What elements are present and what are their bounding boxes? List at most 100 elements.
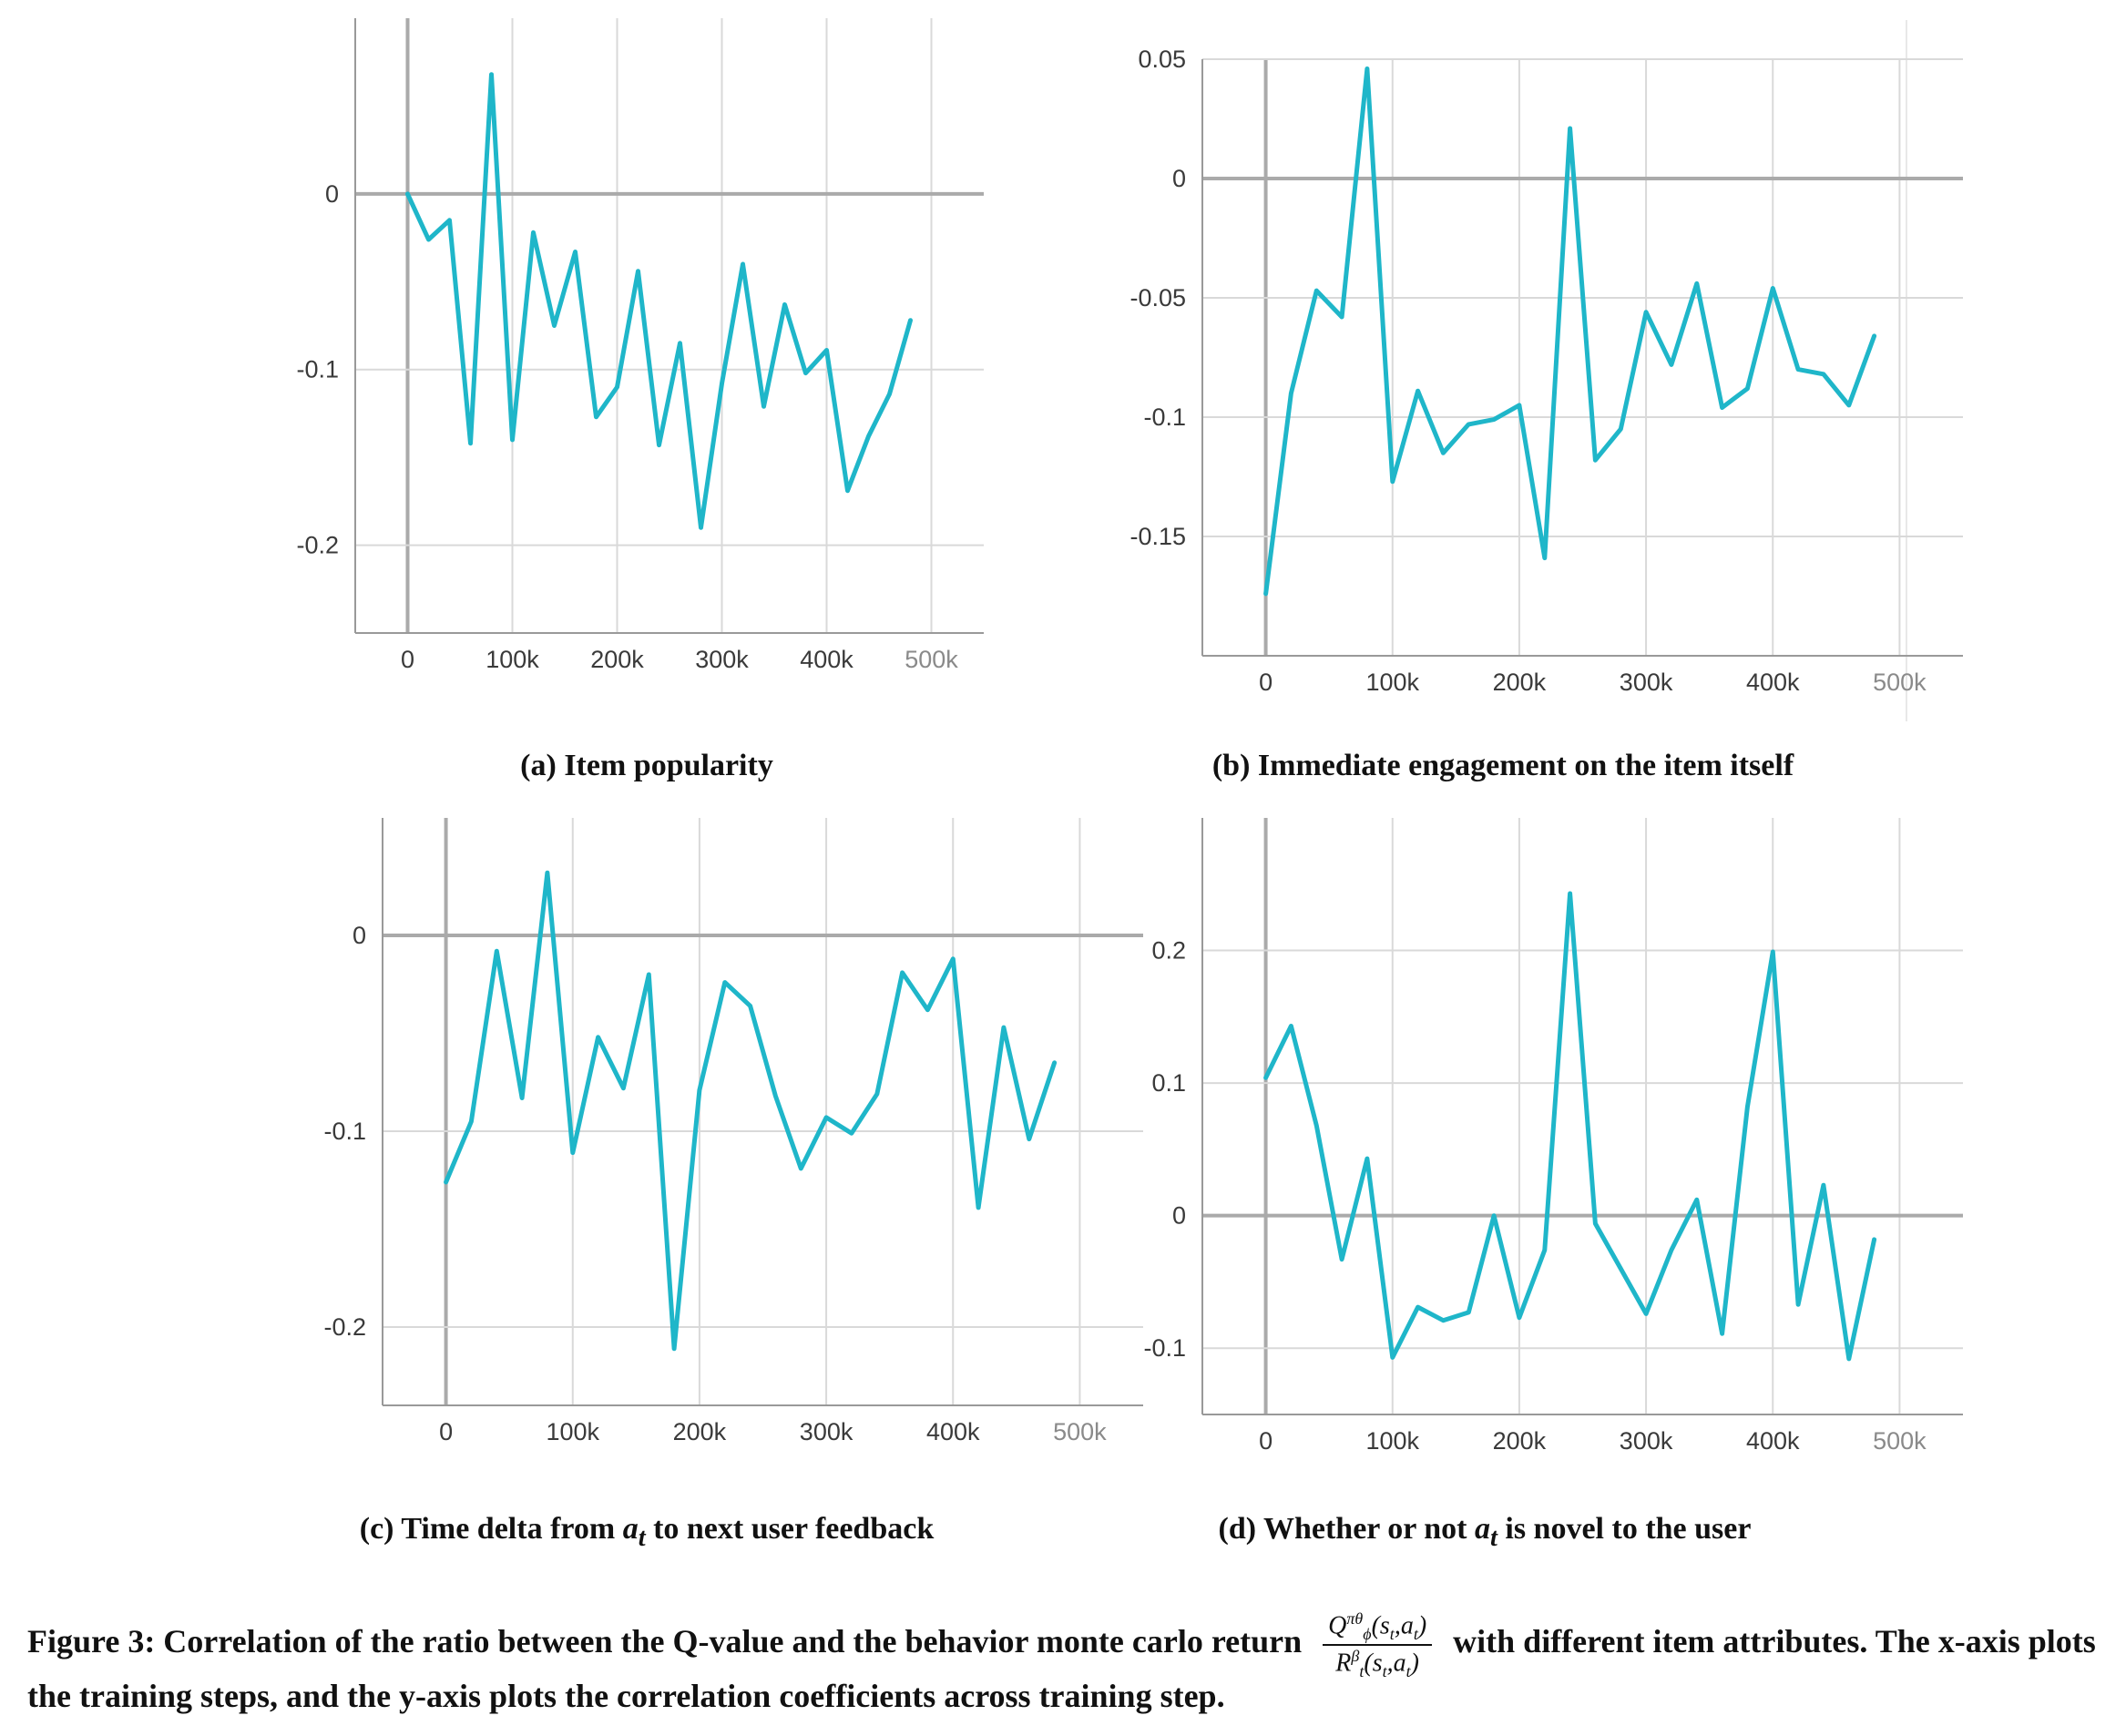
data-point — [825, 349, 828, 352]
series-line — [405, 72, 913, 530]
x-tick-label: 300k — [1620, 1427, 1673, 1455]
chart-panel-b: 0 100k 200k 300k 400k 500k 0.05 0 -0.05 -0.1 -0.15 — [1102, 36, 1963, 696]
caption-c-sub: t — [638, 1523, 646, 1552]
data-point — [546, 871, 549, 874]
data-point — [1518, 1316, 1521, 1320]
y-tick-label: 0.1 — [1151, 1069, 1186, 1097]
data-point — [925, 1008, 929, 1012]
data-point — [846, 489, 849, 493]
y-tick-label: 0 — [1172, 1202, 1186, 1230]
data-point — [658, 444, 660, 447]
data-point — [532, 230, 535, 234]
x-tick-label: 100k — [1365, 669, 1419, 696]
chart-a-svg: 0 100k 200k 300k 400k 500k 0 -0.1 -0.2 — [296, 18, 984, 673]
x-tick-label: 500k — [1053, 1418, 1107, 1445]
data-point — [1569, 892, 1572, 895]
data-point — [445, 1180, 448, 1184]
series-line — [1263, 891, 1877, 1362]
data-point — [511, 438, 514, 442]
data-point — [1314, 1124, 1318, 1128]
data-point — [700, 526, 702, 529]
data-point — [637, 270, 639, 273]
data-point — [1391, 480, 1395, 484]
data-point — [1340, 1258, 1344, 1261]
caption-d-sub: t — [1489, 1523, 1497, 1552]
caption-b: (b) Immediate engagement on the item its… — [1211, 749, 1794, 782]
data-point — [1314, 289, 1318, 292]
data-point — [799, 1167, 802, 1170]
caption-d-var: a — [1474, 1512, 1490, 1546]
data-point — [1002, 1026, 1006, 1029]
y-tick-label: -0.05 — [1129, 284, 1186, 311]
data-point — [1721, 406, 1724, 410]
data-point — [1264, 592, 1268, 596]
x-tick-label: 100k — [1365, 1427, 1419, 1455]
data-point — [1467, 423, 1470, 426]
data-point — [553, 324, 556, 327]
series-line — [444, 870, 1058, 1352]
x-tick-label: 300k — [695, 646, 749, 673]
data-point — [824, 1116, 828, 1119]
fraction-denominator: Rβt(st,at) — [1335, 1646, 1419, 1680]
y-tick-label: -0.15 — [1129, 523, 1186, 550]
y-tick-label: 0 — [1172, 165, 1186, 192]
data-point — [1543, 557, 1547, 560]
data-point — [762, 404, 765, 408]
x-tick-label: 500k — [905, 646, 958, 673]
data-point — [1619, 1267, 1622, 1271]
data-point — [1518, 403, 1521, 407]
caption-d: (d) Whether or not at is novel to the us… — [1219, 1512, 1752, 1553]
x-tick-label: 0 — [401, 646, 414, 673]
data-point — [1771, 287, 1774, 291]
data-point — [1873, 334, 1876, 338]
data-point — [1644, 311, 1648, 314]
data-point — [1847, 403, 1851, 407]
data-point — [1644, 1312, 1648, 1315]
data-point — [976, 1206, 980, 1210]
data-point — [1492, 1214, 1496, 1218]
figure-caption-part2: with different item attributes. The x-ax… — [27, 1623, 2096, 1714]
chart-c-svg: 0 100k 200k 300k 400k 500k 0 -0.1 -0.2 — [323, 818, 1143, 1445]
data-point — [520, 1096, 524, 1099]
caption-d-text: (d) Whether or not — [1218, 1512, 1467, 1546]
data-point — [804, 372, 807, 375]
data-point — [1264, 1076, 1268, 1079]
data-point — [1593, 1221, 1597, 1225]
data-point — [1027, 1138, 1031, 1141]
data-point — [888, 393, 891, 396]
data-point — [1289, 1025, 1293, 1028]
figure-caption: Figure 3: Correlation of the ratio betwe… — [27, 1610, 2104, 1712]
data-point — [679, 342, 681, 345]
data-point — [1822, 373, 1825, 376]
data-point — [773, 1094, 777, 1098]
data-point — [672, 1347, 676, 1351]
x-tick-label: 300k — [1620, 669, 1673, 696]
data-point — [574, 250, 577, 253]
data-point — [867, 434, 870, 438]
series-line — [1263, 66, 1877, 597]
data-point — [698, 1088, 701, 1092]
x-tick-label: 0 — [1259, 669, 1273, 696]
data-point — [741, 262, 744, 266]
caption-c-rest: to next user feedback — [653, 1512, 935, 1546]
ratio-fraction: Qπθϕ(st,at) Rβt(st,at) — [1323, 1610, 1433, 1680]
data-point — [850, 1131, 853, 1135]
y-tick-label: 0.2 — [1151, 937, 1186, 965]
x-tick-label: 500k — [1873, 669, 1927, 696]
caption-c-var: a — [622, 1512, 639, 1546]
data-point — [427, 238, 430, 241]
data-point — [783, 302, 786, 306]
x-tick-label: 100k — [486, 646, 539, 673]
data-point — [1670, 1249, 1673, 1252]
chart-panel-c: 0 100k 200k 300k 400k 500k 0 -0.1 -0.2 — [282, 818, 1143, 1474]
data-point — [1441, 1319, 1445, 1322]
data-point — [595, 415, 598, 419]
y-tick-label: -0.1 — [1143, 403, 1186, 431]
y-tick-label: -0.2 — [323, 1313, 366, 1341]
x-tick-label: 200k — [1493, 1427, 1547, 1455]
data-point — [1416, 1305, 1420, 1309]
data-point — [469, 1119, 473, 1123]
x-tick-label: 400k — [926, 1418, 980, 1445]
data-point — [1822, 1183, 1825, 1187]
y-tick-label: -0.1 — [296, 356, 339, 383]
